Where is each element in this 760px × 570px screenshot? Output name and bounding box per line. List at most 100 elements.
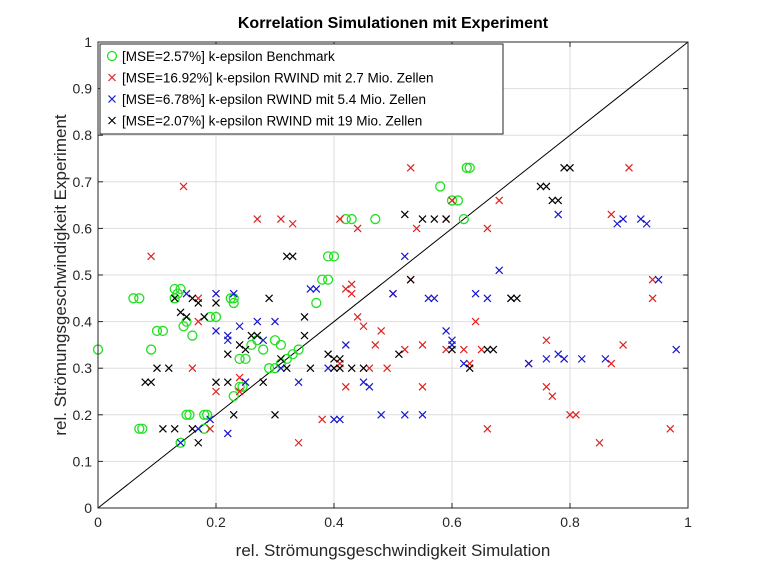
- data-point-series-1: [151, 325, 163, 337]
- data-point-series-3: [312, 285, 321, 293]
- data-point-series-1: [346, 213, 357, 225]
- data-point-series-1: [181, 409, 192, 420]
- data-point-series-3: [442, 326, 451, 335]
- data-point-series-2: [619, 340, 628, 349]
- data-point-series-1: [134, 293, 145, 304]
- data-point-series-1: [199, 423, 210, 434]
- data-point-series-2: [194, 317, 203, 326]
- data-point-series-3: [430, 294, 439, 303]
- data-point-series-3: [554, 210, 563, 219]
- y-tick-label: 0.6: [73, 220, 93, 236]
- data-point-series-1: [452, 195, 464, 206]
- data-point-series-4: [542, 182, 551, 191]
- data-point-series-4: [359, 364, 368, 373]
- legend-label-1: [MSE=2.57%] k-epsilon Benchmark: [122, 49, 335, 64]
- data-point-series-2: [353, 224, 362, 233]
- data-point-series-4: [141, 378, 150, 387]
- data-point-series-4: [335, 354, 344, 363]
- data-point-series-4: [276, 354, 285, 363]
- data-point-series-2: [188, 364, 197, 373]
- x-tick-label: 0.2: [206, 514, 226, 530]
- data-point-series-4: [324, 350, 333, 359]
- data-point-series-3: [212, 289, 220, 298]
- data-point-series-4: [560, 163, 569, 172]
- x-tick-label: 0.6: [442, 514, 462, 530]
- data-point-series-4: [223, 378, 232, 387]
- data-point-series-2: [666, 424, 675, 433]
- y-tick-label: 0.8: [73, 127, 93, 143]
- data-point-series-1: [137, 423, 148, 434]
- data-point-series-3: [389, 289, 397, 298]
- data-point-series-3: [601, 354, 610, 363]
- data-point-series-4: [212, 378, 220, 387]
- data-point-series-3: [176, 438, 185, 447]
- y-tick-label: 0.2: [73, 407, 93, 423]
- legend-marker-4: [108, 116, 116, 125]
- data-point-series-2: [412, 224, 421, 233]
- data-point-series-4: [170, 424, 179, 433]
- data-points: [92, 162, 681, 448]
- data-point-series-2: [341, 382, 350, 391]
- data-point-series-3: [560, 354, 569, 363]
- legend-label-2: [MSE=16.92%] k-epsilon RWIND mit 2.7 Mio…: [122, 71, 434, 86]
- data-point-series-4: [406, 275, 415, 284]
- data-point-series-2: [318, 415, 327, 424]
- data-point-series-1: [199, 409, 210, 420]
- data-point-series-2: [483, 424, 492, 433]
- data-point-series-4: [347, 364, 356, 373]
- data-point-series-4: [265, 294, 274, 303]
- data-point-series-4: [566, 163, 574, 172]
- legend-label-3: [MSE=6.78%] k-epsilon RWIND mit 5.4 Mio.…: [122, 92, 426, 107]
- data-point-series-1: [317, 274, 328, 285]
- data-point-series-3: [241, 378, 250, 387]
- data-point-series-1: [464, 162, 475, 173]
- data-point-series-2: [212, 387, 220, 396]
- data-point-series-3: [324, 364, 333, 373]
- data-point-series-4: [548, 196, 557, 205]
- data-point-series-3: [619, 215, 628, 224]
- data-point-series-3: [271, 317, 279, 326]
- data-point-series-2: [607, 210, 616, 219]
- data-point-series-3: [330, 415, 338, 424]
- data-point-series-4: [400, 210, 409, 219]
- data-point-series-2: [418, 340, 427, 349]
- data-point-series-1: [175, 437, 186, 448]
- data-point-series-4: [147, 378, 156, 387]
- data-point-series-2: [625, 163, 633, 172]
- y-tick-label: 0.5: [73, 267, 93, 283]
- data-point-series-1: [446, 195, 458, 206]
- data-point-series-4: [259, 378, 268, 387]
- data-point-series-3: [235, 322, 244, 331]
- data-point-series-4: [194, 299, 203, 307]
- data-point-series-2: [147, 252, 156, 261]
- data-point-series-3: [259, 336, 268, 345]
- data-point-series-4: [483, 345, 492, 354]
- data-point-series-2: [235, 373, 244, 382]
- data-point-series-3: [654, 275, 663, 284]
- data-point-series-2: [347, 289, 356, 298]
- axes-box: [97, 41, 689, 509]
- data-point-series-3: [424, 294, 433, 303]
- data-point-series-4: [306, 364, 315, 373]
- data-point-series-1: [340, 213, 351, 225]
- data-point-series-3: [335, 415, 344, 424]
- y-tick-label: 1: [84, 34, 92, 50]
- data-point-series-2: [471, 317, 480, 326]
- data-point-series-2: [607, 359, 616, 368]
- data-point-series-3: [276, 364, 285, 373]
- data-point-series-4: [507, 294, 515, 303]
- data-point-series-1: [263, 363, 275, 374]
- data-point-series-4: [536, 182, 545, 191]
- data-point-series-1: [228, 391, 239, 402]
- data-point-series-1: [311, 297, 322, 309]
- data-point-series-4: [330, 364, 338, 373]
- data-point-series-3: [672, 345, 681, 354]
- data-point-series-4: [394, 350, 403, 359]
- data-point-series-3: [306, 285, 315, 293]
- data-point-series-3: [212, 326, 220, 335]
- data-point-series-4: [235, 340, 244, 349]
- data-point-series-3: [253, 317, 262, 326]
- data-point-series-1: [210, 311, 222, 323]
- data-point-series-2: [571, 410, 580, 419]
- data-point-series-2: [418, 382, 427, 391]
